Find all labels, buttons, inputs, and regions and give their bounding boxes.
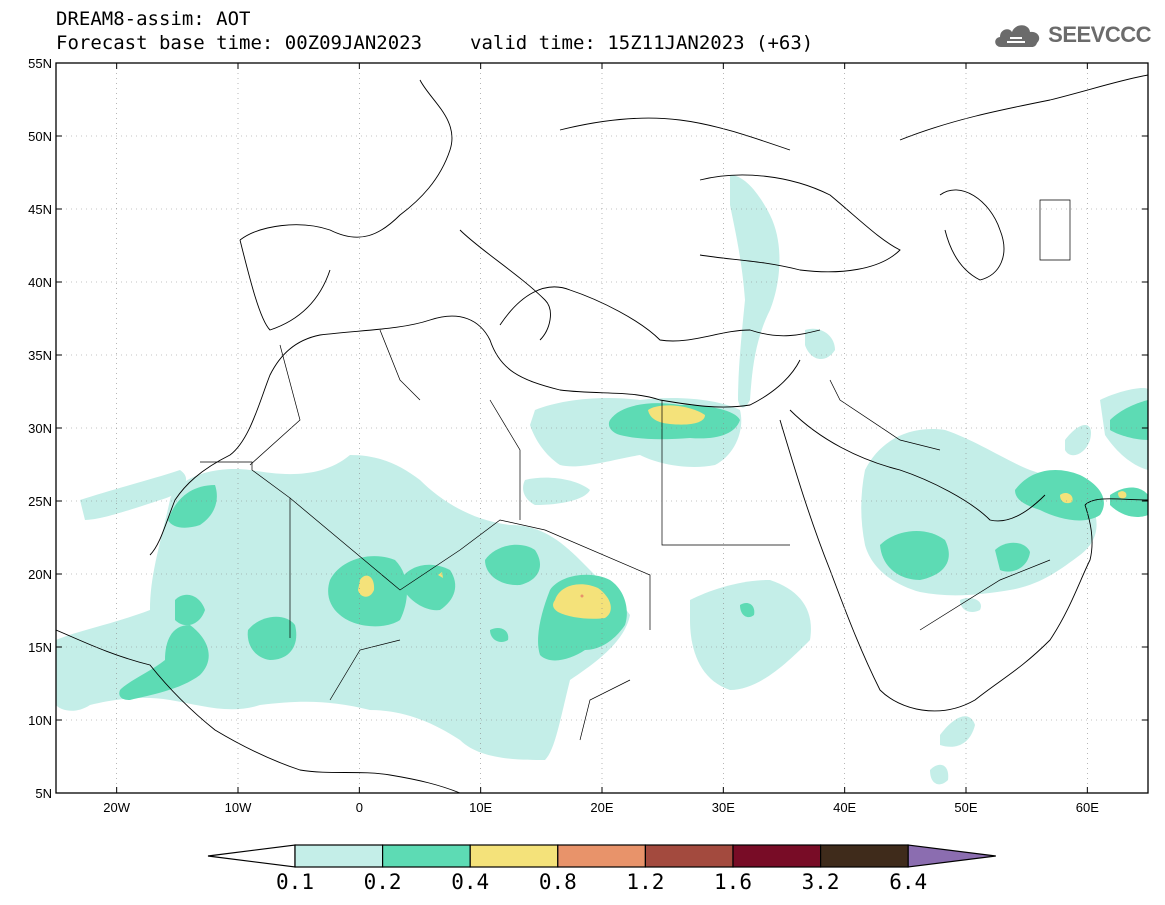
colorbar-segment: [557, 844, 646, 868]
aot-contours: [56, 175, 1148, 785]
lat-label: 50N: [28, 129, 52, 144]
colorbar-segment: [382, 844, 471, 868]
colorbar: 0.1 0.2 0.4 0.8 1.2 1.6 3.2 6.4: [207, 844, 996, 894]
aot-level-0.8: [580, 594, 584, 598]
axis-ticks: 55N 50N 45N 40N 35N 30N 25N 20N 15N 10N 5N 20W 10W 0 1…: [28, 56, 1148, 815]
lon-label: 30E: [712, 800, 735, 815]
coastlines: [56, 74, 1148, 793]
colorbar-segment: [732, 844, 822, 868]
lon-label: 50E: [954, 800, 977, 815]
map-gridlines: [56, 63, 1148, 793]
lat-label: 10N: [28, 713, 52, 728]
country-borders: [200, 199, 1071, 741]
valid-time: valid time: 15Z11JAN2023 (+63): [470, 32, 814, 54]
lon-label: 60E: [1076, 800, 1099, 815]
colorbar-segment: [644, 844, 734, 868]
lon-label: 40E: [833, 800, 856, 815]
colorbar-label: 0.8: [539, 870, 577, 894]
lon-label: 10E: [469, 800, 492, 815]
colorbar-label: 1.2: [626, 870, 664, 894]
lat-label: 5N: [35, 786, 52, 801]
colorbar-label: 1.6: [714, 870, 752, 894]
colorbar-label: 3.2: [802, 870, 840, 894]
lat-label: 25N: [28, 494, 52, 509]
colorbar-label: 0.4: [451, 870, 489, 894]
lon-label: 10W: [225, 800, 252, 815]
seevccc-logo: SEEVCCC: [992, 20, 1151, 50]
lat-label: 20N: [28, 567, 52, 582]
lat-label: 55N: [28, 56, 52, 71]
lat-label: 15N: [28, 640, 52, 655]
colorbar-label: 6.4: [889, 870, 927, 894]
lat-label: 30N: [28, 421, 52, 436]
time-info: Forecast base time: 00Z09JAN2023 valid ti…: [56, 32, 813, 54]
colorbar-segment: [469, 844, 559, 868]
colorbar-label: 0.1: [276, 870, 314, 894]
colorbar-segment: [294, 844, 384, 868]
colorbar-high-arrow: [907, 844, 996, 868]
map-title: DREAM8-assim: AOT: [56, 8, 251, 30]
lat-label: 40N: [28, 275, 52, 290]
colorbar-label: 0.2: [364, 870, 402, 894]
lat-label: 45N: [28, 202, 52, 217]
lon-label: 0: [356, 800, 363, 815]
colorbar-segment: [819, 844, 909, 868]
lat-label: 35N: [28, 348, 52, 363]
lon-label: 20W: [103, 800, 130, 815]
lon-label: 20E: [590, 800, 613, 815]
colorbar-low-arrow: [207, 844, 296, 868]
forecast-base-time: Forecast base time: 00Z09JAN2023: [56, 32, 423, 54]
cloud-icon: [995, 25, 1040, 47]
logo-text: SEEVCCC: [1048, 22, 1151, 47]
